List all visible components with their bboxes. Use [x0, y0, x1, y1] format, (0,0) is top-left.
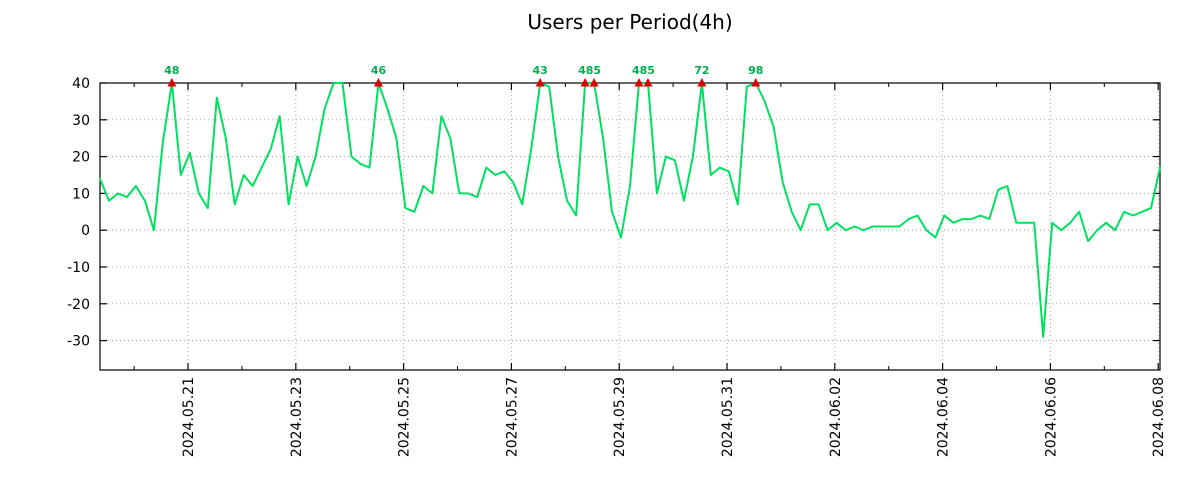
x-tick-label: 2024.06.04: [936, 377, 952, 457]
x-tick-label: 2024.05.25: [397, 377, 413, 457]
peak-marker-label: 485: [578, 64, 601, 77]
peak-marker-triangle: [589, 78, 599, 87]
y-tick-label: 0: [81, 223, 90, 239]
peak-marker-label: 43: [533, 64, 548, 77]
peak-marker-label: 46: [371, 64, 387, 77]
x-tick-label: 2024.05.31: [720, 377, 736, 457]
peak-marker-triangle: [697, 78, 707, 87]
y-tick-label: 20: [72, 150, 90, 166]
x-tick-label: 2024.05.29: [612, 377, 628, 457]
peak-marker-triangle: [535, 78, 545, 87]
y-tick-label: 30: [72, 113, 90, 129]
peak-marker-label: 98: [748, 64, 763, 77]
peak-marker-label: 485: [632, 64, 655, 77]
peak-marker-label: 72: [694, 64, 709, 77]
x-tick-label: 2024.05.21: [181, 377, 197, 457]
y-tick-label: -20: [67, 297, 90, 313]
peak-marker-label: 48: [164, 64, 179, 77]
y-tick-label: -30: [67, 334, 90, 350]
peak-marker-triangle: [643, 78, 653, 87]
x-tick-label: 2024.06.02: [828, 377, 844, 457]
peak-marker-triangle: [167, 78, 177, 87]
users-series-line: [99, 82, 1161, 338]
peak-marker-triangle: [751, 78, 761, 87]
peak-marker-triangle: [580, 78, 590, 87]
peak-marker-triangle: [634, 78, 644, 87]
x-tick-label: 2024.05.23: [289, 377, 305, 457]
y-tick-label: -10: [67, 260, 90, 276]
chart-title: Users per Period(4h): [527, 10, 733, 34]
y-tick-label: 40: [72, 76, 90, 92]
peak-marker-triangle: [373, 78, 383, 87]
x-tick-label: 2024.06.06: [1043, 377, 1059, 457]
plot-border: [99, 82, 1161, 371]
x-tick-label: 2024.06.08: [1151, 377, 1167, 457]
x-tick-label: 2024.05.27: [504, 377, 520, 457]
y-tick-label: 10: [72, 186, 90, 202]
